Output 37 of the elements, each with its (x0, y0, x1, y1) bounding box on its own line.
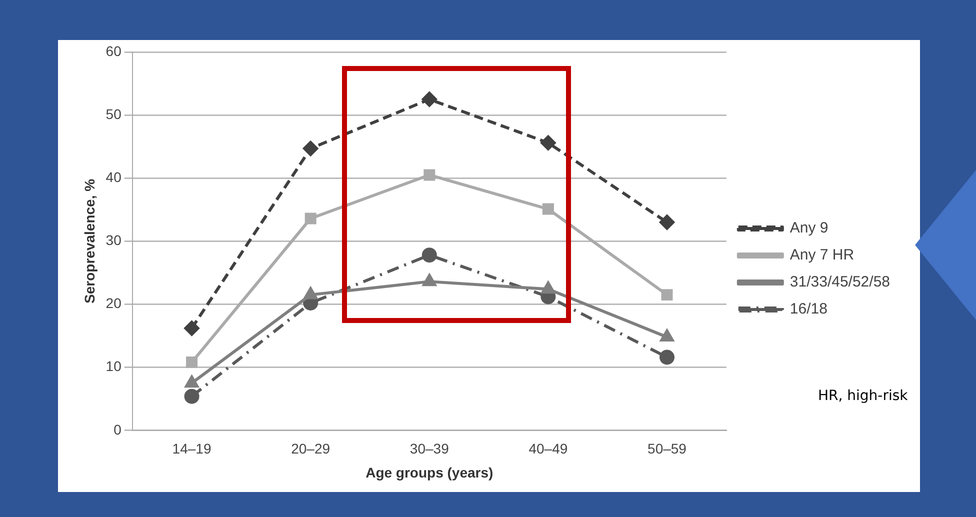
point (303, 140, 318, 156)
point (422, 274, 436, 286)
point (186, 356, 198, 368)
point (542, 282, 555, 294)
y-tick-label: 20 (106, 295, 122, 312)
y-tick-label: 30 (106, 232, 122, 248)
point (424, 169, 436, 181)
point (422, 92, 437, 107)
y-tick-label: 0 (114, 421, 122, 438)
x-tick-label: 40–49 (528, 440, 568, 457)
x-tick-label: 30–39 (410, 440, 450, 457)
text: HR, high-risk (818, 388, 908, 404)
point (422, 248, 437, 263)
point (184, 320, 200, 336)
point (304, 212, 316, 224)
y-tick-label: 10 (106, 358, 122, 374)
point (660, 214, 675, 230)
point (540, 135, 556, 150)
point (660, 330, 674, 342)
y-tick-label: 40 (106, 168, 122, 185)
legend-label: Any 9 (790, 220, 828, 237)
y-tick-label: 60 (106, 42, 122, 59)
legend-label: 16/18 (790, 300, 828, 318)
x-tick-label: 50–59 (648, 440, 687, 457)
legend-label: 31/33/45/52/58 (790, 274, 890, 291)
point (542, 203, 554, 215)
x-axis-title: Age groups (years) (366, 464, 494, 480)
point (661, 289, 673, 301)
legend-label: Any 7 HR (790, 246, 854, 264)
x-tick-label: 20–29 (291, 440, 330, 457)
y-axis-title: Seroprevalence, % (81, 178, 98, 304)
y-tick-label: 50 (106, 106, 122, 122)
point (185, 376, 198, 388)
point (184, 388, 200, 404)
x-tick-label: 14–19 (172, 440, 212, 457)
point (660, 350, 675, 365)
point (304, 287, 318, 300)
